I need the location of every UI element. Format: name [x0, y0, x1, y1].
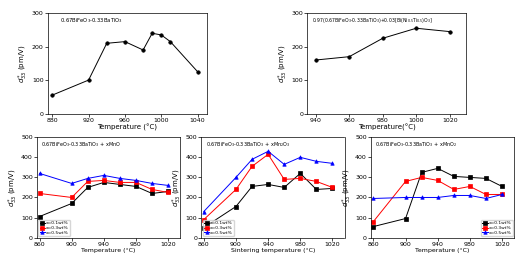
- x=0.1wt%: [85, 186, 91, 189]
- x=0.5wt%: [435, 196, 441, 199]
- x=0.1wt%: [68, 202, 75, 205]
- x=0.5wt%: [483, 197, 489, 200]
- x=0.5wt%: [149, 182, 155, 185]
- Legend: x=0.1wt%, x=0.3wt%, x=0.5wt%: x=0.1wt%, x=0.3wt%, x=0.5wt%: [481, 220, 513, 236]
- Line: x=0.3wt%: x=0.3wt%: [38, 179, 170, 199]
- x=0.3wt%: [68, 196, 75, 199]
- Line: x=0.3wt%: x=0.3wt%: [372, 176, 504, 223]
- Legend: x=0.1wt%, x=0.3wt%, x=0.5wt%: x=0.1wt%, x=0.3wt%, x=0.5wt%: [39, 220, 70, 236]
- X-axis label: Temperature (°C): Temperature (°C): [82, 248, 136, 253]
- Legend: x=0.1wt%, x=0.3wt%, x=0.5wt%: x=0.1wt%, x=0.3wt%, x=0.5wt%: [203, 220, 234, 236]
- x=0.3wt%: [37, 192, 43, 195]
- X-axis label: Temperature (°C): Temperature (°C): [416, 248, 470, 253]
- x=0.5wt%: [233, 176, 239, 179]
- x=0.5wt%: [419, 196, 425, 199]
- x=0.1wt%: [467, 176, 473, 179]
- x=0.5wt%: [499, 193, 505, 196]
- x=0.5wt%: [37, 172, 43, 175]
- x=0.5wt%: [133, 179, 139, 182]
- X-axis label: Temperature (°C): Temperature (°C): [97, 124, 157, 131]
- x=0.1wt%: [329, 187, 335, 190]
- Y-axis label: $d^*_{33}$ (pm/V): $d^*_{33}$ (pm/V): [17, 44, 30, 83]
- x=0.5wt%: [297, 156, 304, 159]
- Y-axis label: $d^*_{33}$ (pm/V): $d^*_{33}$ (pm/V): [6, 168, 20, 207]
- x=0.3wt%: [499, 193, 505, 196]
- x=0.1wt%: [435, 167, 441, 170]
- X-axis label: Sintering temperature (°C): Sintering temperature (°C): [231, 248, 315, 253]
- x=0.1wt%: [499, 185, 505, 188]
- x=0.3wt%: [329, 186, 335, 189]
- x=0.5wt%: [402, 196, 409, 199]
- x=0.3wt%: [450, 188, 457, 191]
- x=0.5wt%: [165, 184, 171, 187]
- x=0.3wt%: [165, 191, 171, 194]
- x=0.1wt%: [133, 185, 139, 188]
- x=0.3wt%: [467, 185, 473, 188]
- x=0.1wt%: [313, 188, 320, 191]
- x=0.1wt%: [297, 172, 304, 175]
- X-axis label: Temperature(°C): Temperature(°C): [358, 124, 416, 131]
- Text: 0.67BiFeO$_3$-0.33BaTiO$_3$ + xMn$_2$O$_3$: 0.67BiFeO$_3$-0.33BaTiO$_3$ + xMn$_2$O$_…: [206, 140, 290, 149]
- x=0.5wt%: [117, 177, 123, 180]
- x=0.3wt%: [149, 188, 155, 191]
- x=0.5wt%: [265, 150, 271, 153]
- x=0.3wt%: [370, 220, 377, 223]
- x=0.1wt%: [233, 205, 239, 208]
- x=0.5wt%: [281, 163, 287, 166]
- x=0.1wt%: [149, 192, 155, 195]
- Line: x=0.1wt%: x=0.1wt%: [202, 172, 334, 229]
- x=0.3wt%: [101, 179, 107, 182]
- x=0.3wt%: [133, 181, 139, 184]
- x=0.3wt%: [265, 153, 271, 156]
- x=0.5wt%: [313, 160, 320, 163]
- x=0.1wt%: [37, 215, 43, 218]
- x=0.1wt%: [419, 171, 425, 174]
- Text: 0.67BiFeO$_3$-0.33BaTiO$_3$ + xMnO$_2$: 0.67BiFeO$_3$-0.33BaTiO$_3$ + xMnO$_2$: [375, 140, 457, 149]
- x=0.3wt%: [435, 179, 441, 182]
- x=0.1wt%: [450, 175, 457, 178]
- x=0.5wt%: [68, 182, 75, 185]
- x=0.3wt%: [483, 193, 489, 196]
- Text: 0.67BiFeO$_3$-0.33BaTiO$_3$: 0.67BiFeO$_3$-0.33BaTiO$_3$: [60, 16, 123, 25]
- x=0.3wt%: [281, 178, 287, 181]
- Y-axis label: $d^*_{33}$ (pm/V): $d^*_{33}$ (pm/V): [340, 168, 354, 207]
- x=0.1wt%: [117, 183, 123, 186]
- Line: x=0.1wt%: x=0.1wt%: [38, 181, 170, 218]
- x=0.1wt%: [281, 186, 287, 189]
- x=0.3wt%: [297, 177, 304, 180]
- x=0.3wt%: [117, 181, 123, 184]
- Y-axis label: $d^*_{33}$ (pm/V): $d^*_{33}$ (pm/V): [171, 168, 184, 207]
- x=0.3wt%: [201, 218, 207, 221]
- x=0.1wt%: [370, 225, 377, 228]
- x=0.5wt%: [85, 177, 91, 180]
- Line: x=0.5wt%: x=0.5wt%: [372, 193, 504, 200]
- x=0.5wt%: [467, 194, 473, 197]
- x=0.5wt%: [101, 174, 107, 177]
- x=0.3wt%: [233, 188, 239, 191]
- x=0.3wt%: [313, 180, 320, 183]
- x=0.1wt%: [483, 177, 489, 180]
- Line: x=0.1wt%: x=0.1wt%: [372, 167, 504, 228]
- x=0.3wt%: [419, 176, 425, 179]
- x=0.3wt%: [85, 180, 91, 183]
- x=0.3wt%: [249, 165, 255, 168]
- x=0.5wt%: [329, 162, 335, 165]
- x=0.5wt%: [201, 210, 207, 213]
- x=0.1wt%: [201, 226, 207, 229]
- x=0.1wt%: [265, 183, 271, 186]
- Y-axis label: $d^*_{33}$ (pm/V): $d^*_{33}$ (pm/V): [277, 44, 290, 83]
- x=0.5wt%: [370, 197, 377, 200]
- x=0.1wt%: [101, 181, 107, 184]
- x=0.1wt%: [165, 190, 171, 193]
- x=0.5wt%: [450, 194, 457, 197]
- Line: x=0.5wt%: x=0.5wt%: [38, 172, 170, 187]
- Line: x=0.3wt%: x=0.3wt%: [202, 153, 334, 221]
- x=0.3wt%: [402, 180, 409, 183]
- x=0.1wt%: [402, 217, 409, 220]
- Text: 0.97(0.67BiFeO$_3$-0.33BaTiO$_3$)+0.03[Bi(Ni$_{0.5}$Ti$_{0.5}$)O$_3$]: 0.97(0.67BiFeO$_3$-0.33BaTiO$_3$)+0.03[B…: [312, 16, 433, 25]
- x=0.1wt%: [249, 185, 255, 188]
- Line: x=0.5wt%: x=0.5wt%: [202, 150, 334, 213]
- Text: 0.67BiFeO$_3$-0.33BaTiO$_3$ + xMnO: 0.67BiFeO$_3$-0.33BaTiO$_3$ + xMnO: [41, 140, 121, 149]
- x=0.5wt%: [249, 158, 255, 161]
